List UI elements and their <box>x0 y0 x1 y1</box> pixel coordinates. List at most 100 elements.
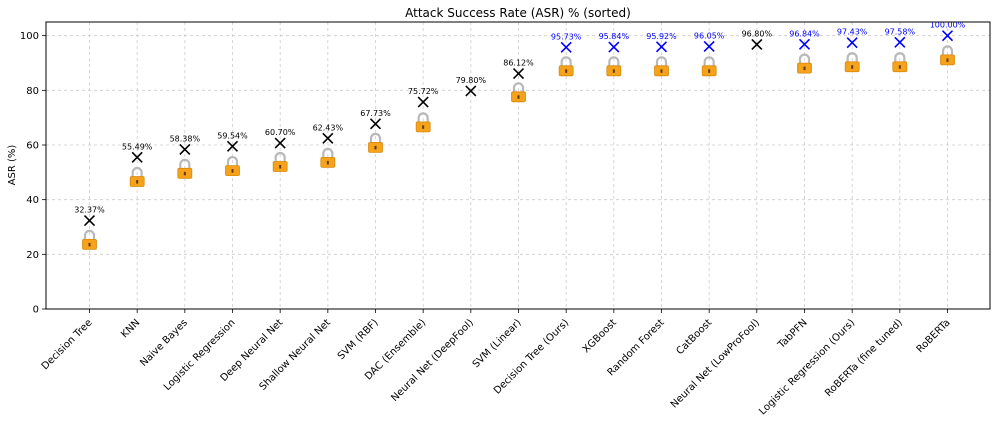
asr-marker <box>846 37 858 49</box>
y-tick-label: 60 <box>26 141 39 152</box>
x-tick-label: SVM (Linear) <box>471 317 524 370</box>
lock-keyhole <box>326 160 329 165</box>
y-axis-ticks: 0 20 40 60 80 100 <box>20 31 46 316</box>
lock-icon <box>415 112 431 133</box>
lock-shackle <box>83 229 96 241</box>
asr-marker <box>894 36 906 48</box>
x-tick-label: Logistic Regression (Ours) <box>757 317 857 417</box>
marker-stroke <box>941 30 954 42</box>
chart-title: Attack Success Rate (ASR) % (sorted) <box>405 6 631 20</box>
lock-keyhole <box>565 69 568 73</box>
data-label: 97.58% <box>885 27 916 36</box>
data-label: 95.73% <box>551 32 582 41</box>
lock-keyhole <box>803 66 806 71</box>
data-label: 60.70% <box>265 128 296 137</box>
lock-icon <box>797 53 812 74</box>
marker-stroke <box>798 38 811 50</box>
data-label: 67.73% <box>360 109 391 118</box>
y-axis-label: ASR (%) <box>7 145 18 186</box>
asr-marker <box>798 38 811 50</box>
lock-shackle <box>941 45 954 56</box>
data-label: 96.05% <box>694 31 725 40</box>
asr-marker <box>369 118 382 130</box>
marker-stroke <box>274 137 286 149</box>
lock-keyhole <box>279 165 282 169</box>
lock-icon <box>129 166 145 187</box>
asr-marker <box>465 85 477 97</box>
lock-icon <box>177 158 193 179</box>
asr-marker <box>941 30 954 42</box>
asr-marker <box>322 132 334 144</box>
asr-marker <box>131 151 143 163</box>
lock-shackle <box>798 53 811 65</box>
marker-stroke <box>179 143 191 155</box>
x-tick-label: RoBERTa (fine tuned) <box>823 317 905 399</box>
lock-markers <box>82 45 955 250</box>
marker-stroke <box>131 151 143 163</box>
lock-keyhole <box>898 65 901 69</box>
lock-shackle <box>655 56 668 67</box>
asr-marker <box>512 68 525 80</box>
asr-marker <box>608 41 620 53</box>
marker-stroke <box>226 140 239 152</box>
data-label: 32.37% <box>74 206 105 215</box>
marker-stroke <box>465 85 477 97</box>
lock-shackle <box>322 147 334 159</box>
y-tick-label: 80 <box>26 86 39 97</box>
lock-shackle <box>846 52 858 63</box>
asr-marker <box>179 143 191 155</box>
lock-icon <box>844 52 860 73</box>
lock-icon <box>606 56 622 77</box>
lock-keyhole <box>374 145 377 150</box>
x-tick-label: KNN <box>119 317 142 340</box>
lock-icon <box>892 52 908 73</box>
lock-shackle <box>179 158 191 170</box>
marker-stroke <box>655 41 668 53</box>
marker-stroke <box>322 132 334 144</box>
lock-keyhole <box>612 69 615 73</box>
lock-keyhole <box>422 125 425 129</box>
lock-keyhole <box>88 242 91 247</box>
y-tick-label: 0 <box>33 305 39 316</box>
asr-marker <box>655 41 668 53</box>
lock-shackle <box>512 82 525 93</box>
lock-shackle <box>608 56 620 67</box>
data-labels: 32.37% 55.49% 58.38% 59.54% 60.70% 62.43% 67.7… <box>74 21 965 215</box>
data-label: 58.38% <box>170 134 201 143</box>
data-label: 100.00% <box>930 21 966 30</box>
x-tick-label: Neural Net (LowProFool) <box>669 317 762 410</box>
lock-icon <box>511 82 526 103</box>
x-tick-label: Decision Tree <box>40 317 95 372</box>
lock-icon <box>320 147 336 168</box>
lock-shackle <box>560 56 572 67</box>
marker-stroke <box>83 214 96 227</box>
data-label: 95.84% <box>599 32 630 41</box>
data-label: 62.43% <box>313 123 344 132</box>
marker-stroke <box>751 38 763 50</box>
lock-shackle <box>369 132 382 144</box>
data-label: 79.80% <box>456 76 487 85</box>
lock-keyhole <box>851 65 854 69</box>
lock-shackle <box>274 151 286 163</box>
lock-icon <box>558 56 574 77</box>
data-label: 96.84% <box>789 29 820 38</box>
lock-keyhole <box>136 180 139 184</box>
lock-shackle <box>226 156 239 167</box>
plot-frame <box>45 21 991 310</box>
marker-stroke <box>369 118 382 130</box>
x-tick-label: SVM (RBF) <box>336 317 381 362</box>
lock-icon <box>654 56 669 77</box>
lock-shackle <box>131 166 143 178</box>
marker-stroke <box>703 40 715 53</box>
lock-icon <box>225 156 240 177</box>
asr-marker <box>226 140 239 152</box>
x-tick-label: XGBoost <box>581 317 619 355</box>
lock-keyhole <box>183 171 186 176</box>
asr-marker <box>274 137 286 149</box>
lock-keyhole <box>708 69 711 73</box>
y-tick-label: 20 <box>26 250 39 261</box>
x-tick-label: TabPFN <box>776 317 810 351</box>
asr-markers <box>83 30 954 227</box>
